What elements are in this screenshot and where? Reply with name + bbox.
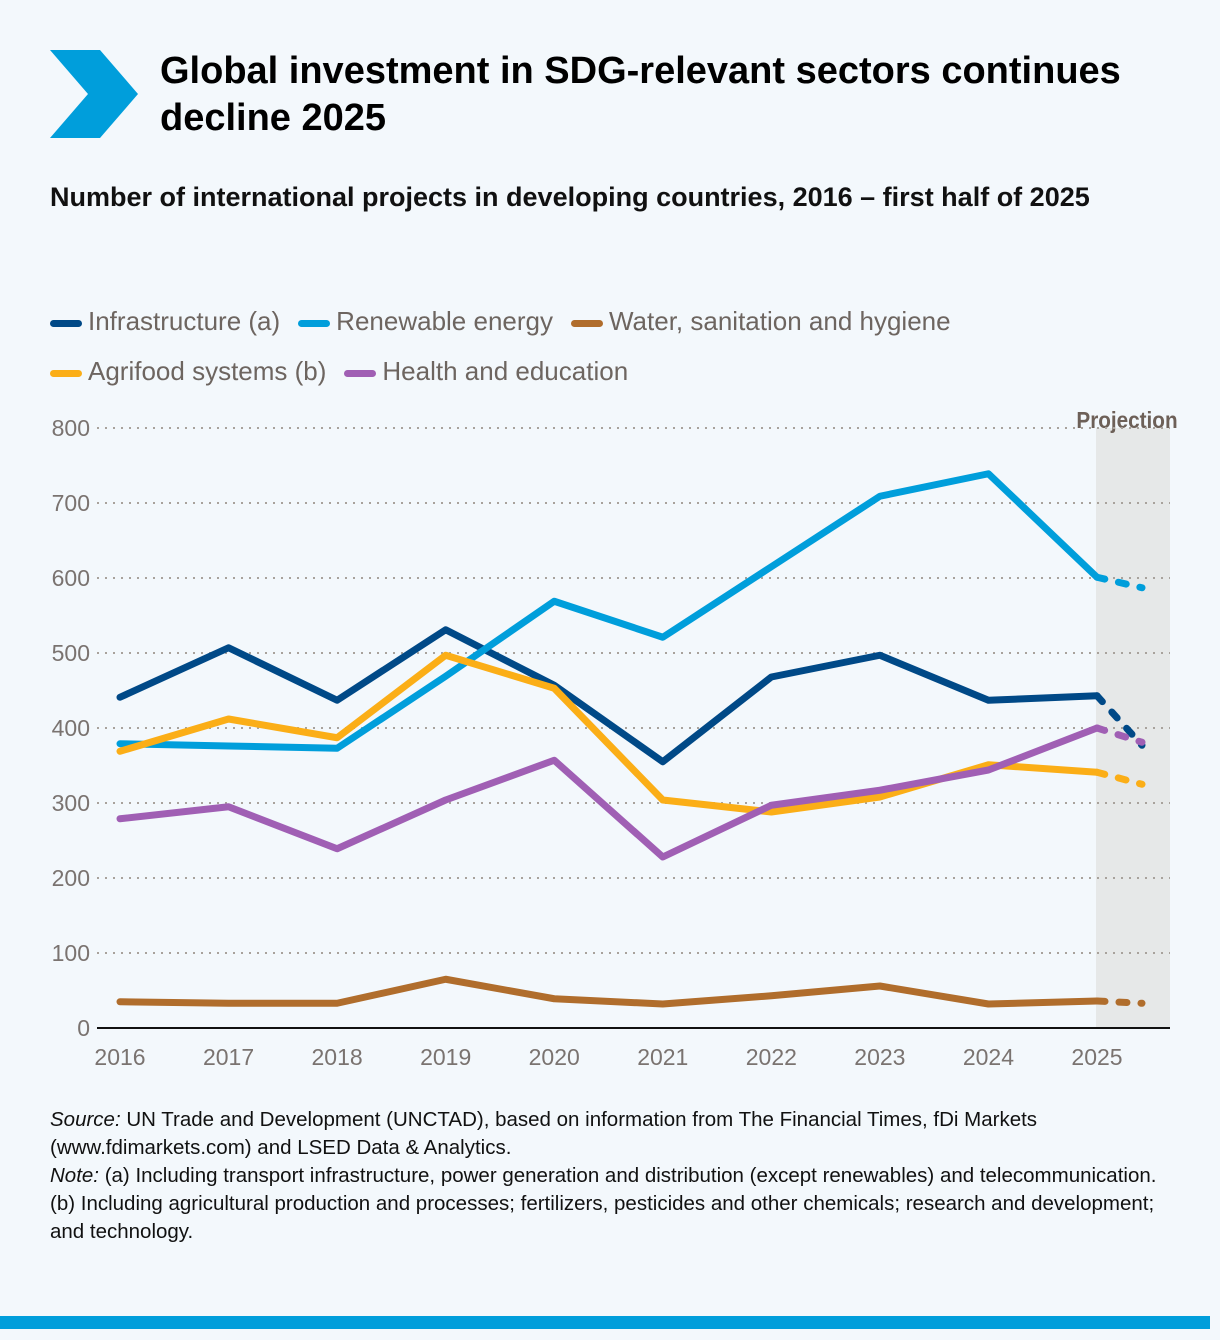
legend-item: Water, sanitation and hygiene	[570, 296, 951, 346]
legend-swatch	[50, 319, 82, 327]
x-tick-label: 2018	[312, 1044, 363, 1070]
y-tick-label: 200	[52, 865, 90, 891]
y-tick-label: 800	[52, 415, 90, 441]
legend-swatch	[50, 369, 82, 377]
note-label: Note:	[50, 1164, 99, 1187]
source-note: Source: UN Trade and Development (UNCTAD…	[50, 1106, 1180, 1162]
series-line-3	[116, 651, 1101, 816]
legend-swatch	[570, 319, 603, 327]
y-tick-label: 0	[77, 1015, 90, 1041]
y-tick-label: 700	[52, 490, 90, 516]
series-line-1	[116, 470, 1101, 752]
series-line-2	[116, 975, 1101, 1008]
legend: Infrastructure (a) Renewable energy Water,…	[50, 296, 1170, 396]
legend-label: Infrastructure (a)	[88, 306, 281, 336]
projection-label: Projection	[1076, 407, 1177, 433]
x-tick-label: 2017	[203, 1044, 254, 1070]
x-tick-label: 2024	[963, 1044, 1014, 1070]
legend-label: Renewable energy	[336, 306, 553, 336]
x-tick-label: 2023	[854, 1044, 905, 1070]
x-tick-label: 2016	[94, 1044, 145, 1070]
projection-line-4	[1093, 724, 1146, 746]
x-tick-label: 2021	[637, 1044, 688, 1070]
projection-line-0	[1093, 692, 1146, 749]
legend-swatch	[344, 369, 377, 377]
y-tick-label: 400	[52, 715, 90, 741]
bottom-accent-bar	[0, 1316, 1210, 1329]
x-tick-label: 2020	[529, 1044, 580, 1070]
projection-line-1	[1093, 573, 1146, 592]
chart-subtitle: Number of international projects in deve…	[50, 182, 1090, 212]
source-label: Source:	[50, 1108, 121, 1131]
y-tick-label: 500	[52, 640, 90, 666]
projection-band	[1096, 428, 1170, 1028]
legend-label: Health and education	[382, 356, 629, 386]
legend-item: Renewable energy	[298, 296, 553, 346]
legend-label: Water, sanitation and hygiene	[608, 306, 951, 336]
note-b: (b) Including agricultural production an…	[50, 1192, 1155, 1243]
y-tick-label: 100	[52, 940, 90, 966]
series-line-0	[116, 626, 1101, 766]
legend-label: Agrifood systems (b)	[88, 356, 327, 386]
note-a: Note: (a) Including transport infrastruc…	[50, 1162, 1180, 1190]
source-text: UN Trade and Development (UNCTAD), based…	[50, 1108, 1038, 1159]
x-tick-label: 2019	[420, 1044, 471, 1070]
notes: Source: UN Trade and Development (UNCTAD…	[50, 1106, 1180, 1246]
y-tick-label: 300	[52, 790, 90, 816]
series-line-4	[116, 724, 1101, 861]
legend-swatch	[298, 319, 331, 327]
projection-line-3	[1093, 768, 1146, 788]
y-tick-label: 600	[52, 565, 90, 591]
chevron-logo-icon	[50, 50, 138, 138]
projection-line-2	[1093, 997, 1146, 1007]
x-tick-label: 2025	[1071, 1044, 1122, 1070]
line-chart: Projection 0 100 200 300 400 500 600 700 800 2016 2…	[52, 407, 1178, 1070]
note-a-text: (a) Including transport infrastructure, …	[99, 1164, 1157, 1187]
x-tick-label: 2022	[746, 1044, 797, 1070]
legend-item: Health and education	[344, 346, 628, 396]
chart-title: Global investment in SDG-relevant sector…	[160, 50, 1121, 139]
legend-item: Agrifood systems (b)	[50, 346, 326, 396]
legend-item: Infrastructure (a)	[50, 296, 280, 346]
